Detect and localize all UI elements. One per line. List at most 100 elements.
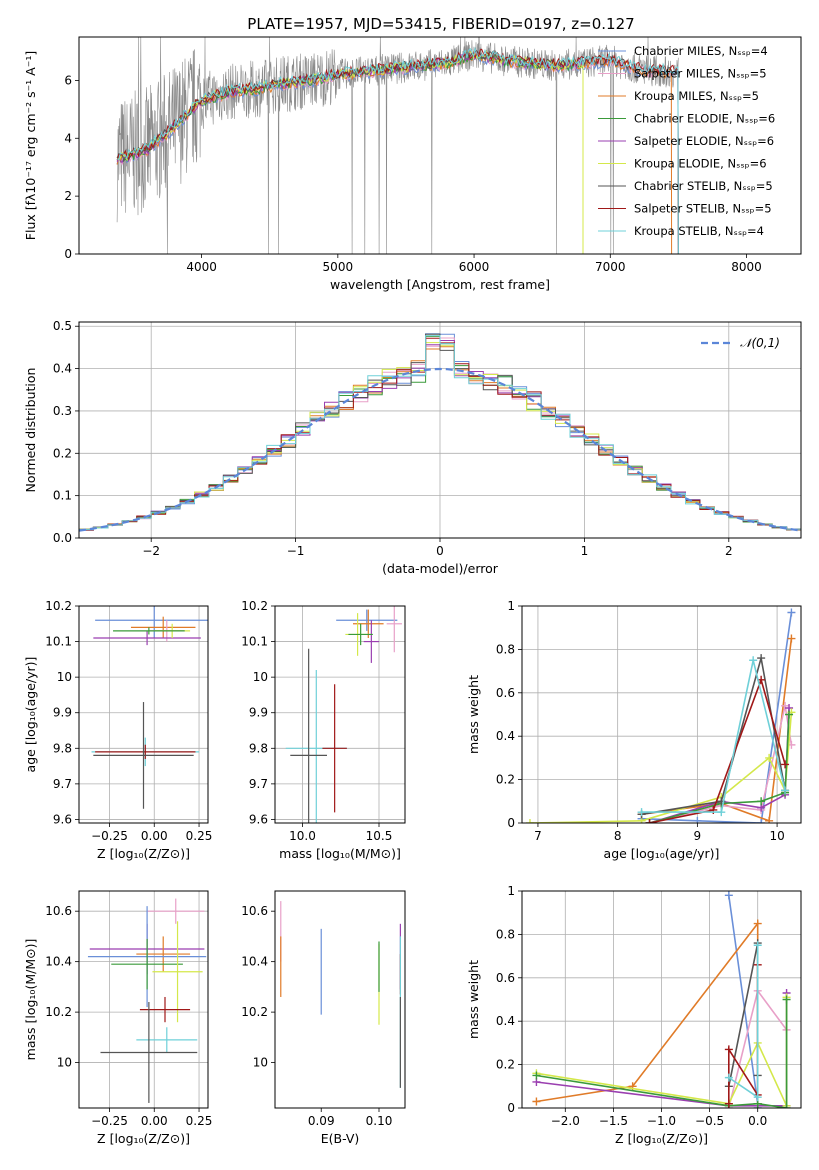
series-marker bbox=[525, 819, 534, 823]
y-tick-label: 0.4 bbox=[53, 362, 72, 376]
y-tick-label: 10.6 bbox=[241, 904, 268, 918]
axes-frame bbox=[274, 890, 406, 1109]
axes-frame bbox=[78, 36, 802, 255]
y-axis-label: mass weight bbox=[466, 675, 481, 754]
x-tick-label: −1.0 bbox=[647, 1114, 676, 1128]
errorbar-point-8 bbox=[290, 648, 327, 823]
plot-area bbox=[79, 333, 801, 532]
y-tick-label: 1 bbox=[507, 884, 515, 898]
legend-label: Kroupa STELIB, Nₛₛₚ=4 bbox=[634, 224, 764, 238]
errorbar-point-1 bbox=[130, 616, 196, 639]
legend-label: Kroupa ELODIE, Nₛₛₚ=6 bbox=[634, 157, 767, 171]
series-marker bbox=[782, 1104, 791, 1108]
y-tick-label: 0.3 bbox=[53, 404, 72, 418]
y-axis-label: mass weight bbox=[466, 960, 481, 1039]
x-tick-label: 0.00 bbox=[141, 829, 168, 843]
series-marker bbox=[724, 1099, 733, 1108]
errorbar-point-7 bbox=[136, 1027, 198, 1053]
series-marker bbox=[765, 753, 774, 762]
x-axis-label: Z [log₁₀(Z/Z⊙)] bbox=[615, 1131, 708, 1146]
legend: 𝒩(0,1) bbox=[701, 336, 780, 350]
x-tick-label: 0 bbox=[436, 544, 444, 558]
x-tick-label: 2 bbox=[725, 544, 733, 558]
legend-label: Salpeter STELIB, Nₛₛₚ=5 bbox=[634, 202, 772, 216]
x-tick-label: 10.5 bbox=[366, 829, 393, 843]
legend-label: Chabrier MILES, Nₛₛₚ=4 bbox=[634, 44, 768, 58]
series-line-0 bbox=[728, 895, 759, 1108]
y-tick-label: 10.2 bbox=[45, 1005, 72, 1019]
x-tick-label: 8000 bbox=[731, 260, 762, 274]
y-tick-label: 1 bbox=[507, 599, 515, 613]
axes-frame bbox=[521, 890, 802, 1109]
x-tick-label: −1.5 bbox=[599, 1114, 628, 1128]
y-tick-label: 0.6 bbox=[496, 686, 515, 700]
series-marker bbox=[749, 656, 758, 665]
y-tick-label: 0.4 bbox=[496, 1014, 515, 1028]
x-tick-label: −1 bbox=[287, 544, 305, 558]
series-line-7 bbox=[728, 964, 759, 1104]
x-tick-label: 10.0 bbox=[289, 829, 316, 843]
errorbar-point-4 bbox=[111, 938, 183, 990]
y-axis-label: mass [log₁₀(M/M⊙)] bbox=[23, 939, 38, 1061]
model-line-7 bbox=[116, 48, 679, 254]
y-tick-label: 0.0 bbox=[53, 531, 72, 545]
panel-spectrum: 4000 5000 6000 7000 8000 0 2 4 6 wavelength [Angs… bbox=[23, 36, 802, 292]
normal-curve bbox=[79, 367, 801, 532]
panel-age-vs-Z: −0.25 0.00 0.25 9.6 9.7 9.8 9.9 10 10.1 10.2 Z [lo… bbox=[23, 599, 213, 861]
y-tick-label: 10.4 bbox=[45, 955, 72, 969]
series-marker bbox=[757, 797, 766, 806]
series-marker bbox=[717, 808, 726, 817]
x-tick-label: −2.0 bbox=[551, 1114, 580, 1128]
errorbar-point-7 bbox=[95, 744, 196, 759]
errorbar-point-8 bbox=[93, 702, 194, 809]
legend-label: 𝒩(0,1) bbox=[740, 336, 780, 350]
plot-area bbox=[285, 606, 402, 823]
x-tick-label: 10 bbox=[769, 829, 784, 843]
x-tick-label: −0.25 bbox=[91, 1114, 128, 1128]
y-tick-label: 0.4 bbox=[496, 729, 515, 743]
legend-label: Salpeter ELODIE, Nₛₛₚ=6 bbox=[634, 134, 774, 148]
x-tick-label: 0.09 bbox=[308, 1114, 335, 1128]
x-tick-label: 0.25 bbox=[186, 1114, 213, 1128]
y-tick-label: 9.7 bbox=[249, 777, 268, 791]
y-axis-label: Normed distribution bbox=[23, 368, 38, 493]
axes-frame bbox=[78, 605, 209, 824]
x-tick-label: 7000 bbox=[595, 260, 626, 274]
x-tick-label: −2 bbox=[142, 544, 160, 558]
series-marker bbox=[645, 819, 654, 823]
legend-label: Salpeter MILES, Nₛₛₚ=5 bbox=[634, 67, 767, 81]
series-marker bbox=[532, 1097, 541, 1106]
y-tick-label: 2 bbox=[64, 189, 72, 203]
series-marker bbox=[787, 608, 796, 617]
model-line-1 bbox=[116, 51, 679, 254]
y-tick-label: 9.7 bbox=[53, 777, 72, 791]
y-tick-label: 0 bbox=[64, 247, 72, 261]
x-tick-label: 0.25 bbox=[186, 829, 213, 843]
y-tick-label: 0 bbox=[507, 816, 515, 830]
y-tick-label: 0.5 bbox=[53, 319, 72, 333]
y-tick-label: 10.2 bbox=[45, 599, 72, 613]
legend-label: Kroupa MILES, Nₛₛₚ=5 bbox=[634, 89, 759, 103]
series-line-1 bbox=[536, 921, 759, 1104]
errorbar-point-5 bbox=[113, 627, 185, 635]
y-tick-label: 9.8 bbox=[53, 741, 72, 755]
series-marker bbox=[637, 808, 646, 817]
series-marker bbox=[785, 710, 794, 719]
x-tick-label: 4000 bbox=[186, 260, 217, 274]
y-axis-label: age [log₁₀(age/yr)] bbox=[23, 657, 38, 773]
y-tick-label: 0.2 bbox=[496, 773, 515, 787]
series-marker bbox=[532, 1071, 541, 1080]
errorbar-point-2 bbox=[136, 936, 191, 972]
x-tick-label: 1 bbox=[581, 544, 589, 558]
x-axis-label: (data-model)/error bbox=[382, 561, 499, 576]
errorbar-point-5 bbox=[152, 921, 203, 1023]
panel-mass-vs-Z: −0.25 0.00 0.25 10 10.2 10.4 10.6 Z [log₁₀(Z/Z⊙… bbox=[23, 890, 213, 1146]
y-tick-label: 9.6 bbox=[53, 812, 72, 826]
data-spectrum bbox=[116, 37, 679, 254]
axes-frame bbox=[521, 605, 802, 824]
y-tick-label: 0.8 bbox=[496, 642, 515, 656]
y-tick-label: 10.6 bbox=[45, 904, 72, 918]
series-line-8 bbox=[641, 660, 786, 813]
y-tick-label: 9.9 bbox=[249, 706, 268, 720]
y-tick-label: 0 bbox=[507, 1101, 515, 1115]
